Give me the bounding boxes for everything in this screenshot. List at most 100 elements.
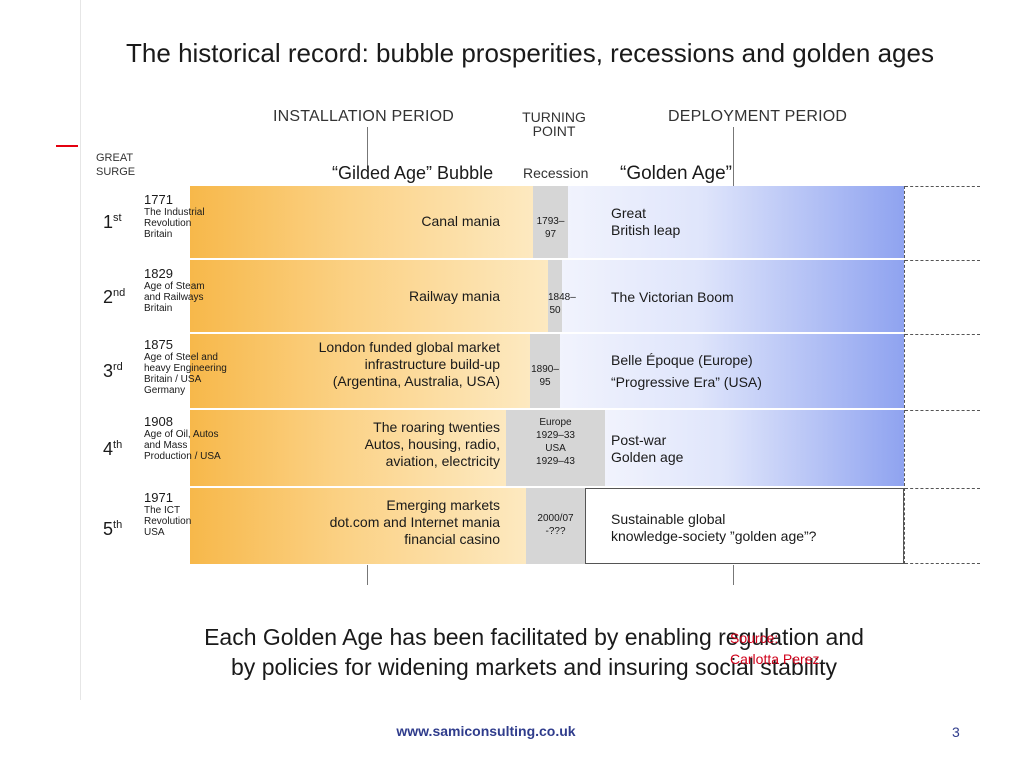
- installation-band: [190, 260, 548, 332]
- surge-description-line: Age of Steel and: [144, 352, 218, 363]
- installation-text: London funded global market infrastructur…: [319, 339, 500, 390]
- dashed-extension-line: [905, 334, 980, 335]
- installation-text-line: Emerging markets: [386, 497, 500, 513]
- surge-description-line: Revolution: [144, 218, 192, 229]
- surge-row: 2nd 1829 Age of Steam and Railways Britain Ra…: [0, 260, 1024, 332]
- great-surge-line1: GREAT: [96, 152, 134, 164]
- installation-text-line: infrastructure build-up: [364, 356, 500, 372]
- surge-description-line: and Mass: [144, 440, 188, 451]
- surge-ordinal-number: 5: [103, 519, 114, 539]
- installation-band: [190, 334, 530, 408]
- page-number: 3: [952, 724, 960, 740]
- dashed-extension-line: [905, 186, 980, 187]
- surge-description: The ICT Revolution USA: [144, 505, 191, 538]
- deployment-band: [562, 260, 904, 332]
- surge-ordinal: 3rd: [103, 361, 123, 382]
- installation-text: Emerging markets dot.com and Internet man…: [330, 497, 500, 548]
- deployment-divider-line-bottom: [733, 565, 734, 585]
- surge-description: Age of Oil, Autos and Mass Production / US…: [144, 429, 221, 462]
- surge-year: 1908: [144, 414, 173, 429]
- surge-year: 1771: [144, 192, 173, 207]
- installation-band: [190, 488, 526, 564]
- deployment-band: [605, 410, 904, 486]
- deployment-text: Post-war Golden age: [611, 432, 683, 466]
- deployment-text-line: Great: [611, 205, 647, 221]
- surge-ordinal-number: 2: [103, 287, 114, 307]
- closing-line2: by policies for widening markets and ins…: [231, 654, 837, 680]
- turning-point-line: USA: [545, 443, 566, 454]
- surge-description-line: Production / USA: [144, 451, 221, 462]
- left-rule: [80, 0, 81, 700]
- surge-ordinal: 4th: [103, 439, 122, 460]
- dashed-boundary-line: [904, 488, 905, 564]
- installation-divider-line-bottom: [367, 565, 368, 585]
- deployment-text-line: Golden age: [611, 449, 684, 465]
- installation-text-line: financial casino: [404, 531, 500, 547]
- deployment-text-line: “Progressive Era” (USA): [611, 374, 762, 390]
- deployment-text: Great British leap: [611, 205, 680, 239]
- installation-text-line: dot.com and Internet mania: [329, 514, 500, 530]
- surge-ordinal-suffix: st: [113, 212, 122, 224]
- turning-point-text: 1793–97: [533, 215, 568, 241]
- installation-divider-line: [367, 127, 368, 169]
- surge-description-line: heavy Engineering: [144, 363, 227, 374]
- installation-text: The roaring twenties Autos, housing, radi…: [365, 419, 500, 470]
- footer-url: www.samiconsulting.co.uk: [396, 723, 576, 739]
- turning-point-line: 1929–33: [536, 430, 575, 441]
- surge-row: 1st 1771 The Industrial Revolution Britain Ca…: [0, 186, 1024, 258]
- deployment-text: Belle Époque (Europe) “Progressive Era” (…: [611, 352, 762, 391]
- turning-point-line: 1890–95: [531, 364, 559, 388]
- installation-period-header: INSTALLATION PERIOD: [273, 108, 455, 125]
- deployment-band: [585, 488, 904, 564]
- surge-ordinal: 5th: [103, 519, 122, 540]
- deployment-text-line: British leap: [611, 222, 681, 238]
- deployment-text-line: Sustainable global: [611, 511, 726, 527]
- surge-ordinal-suffix: rd: [113, 361, 123, 373]
- installation-text-line: The roaring twenties: [373, 419, 500, 435]
- deployment-band: [560, 334, 904, 408]
- source-note: Source: Carlotta Perez: [730, 628, 819, 670]
- dashed-boundary-line: [904, 186, 905, 258]
- installation-text: Railway mania: [409, 288, 500, 305]
- source-line1: Source:: [730, 630, 779, 646]
- installation-text-line: aviation, electricity: [385, 453, 500, 469]
- turning-point-band: [506, 410, 605, 486]
- surge-description-line: Britain: [144, 303, 173, 314]
- surge-year: 1875: [144, 337, 173, 352]
- dashed-extension-line: [905, 260, 980, 261]
- surge-ordinal-number: 1: [103, 212, 114, 232]
- surge-ordinal: 2nd: [103, 287, 125, 308]
- deployment-divider-line: [733, 127, 734, 190]
- turning-point-band: [530, 334, 560, 408]
- source-line2: Carlotta Perez: [730, 651, 820, 667]
- surge-description-line: USA: [144, 527, 165, 538]
- deployment-period-header: DEPLOYMENT PERIOD: [668, 108, 848, 125]
- surge-description-line: Britain / USA: [144, 374, 202, 385]
- turning-point-band: [548, 260, 562, 332]
- great-surge-label: GREAT SURGE: [96, 151, 135, 179]
- deployment-text: The Victorian Boom: [611, 289, 734, 306]
- surge-description-line: The Industrial: [144, 207, 205, 218]
- turning-point-line: 2000/07: [537, 513, 574, 524]
- closing-line1: Each Golden Age has been facilitated by …: [204, 624, 864, 650]
- surge-ordinal-number: 3: [103, 361, 114, 381]
- turning-point-text: 1890–95: [530, 363, 560, 389]
- installation-band: [190, 186, 533, 258]
- surge-description: Age of Steam and Railways Britain: [144, 281, 205, 314]
- turning-point-line: -???: [545, 526, 566, 537]
- recession-label: Recession: [523, 165, 589, 181]
- surge-description-line: and Railways: [144, 292, 204, 303]
- great-surge-line2: SURGE: [96, 166, 136, 178]
- surge-description: The Industrial Revolution Britain: [144, 207, 205, 240]
- installation-text: Canal mania: [421, 213, 500, 230]
- surge-row: 4th 1908 Age of Oil, Autos and Mass Producti…: [0, 410, 1024, 486]
- turning-point-text: Europe 1929–33 USA 1929–43: [506, 416, 605, 468]
- surge-description-line: Revolution: [144, 516, 192, 527]
- turning-point-text: 2000/07 -???: [526, 512, 585, 538]
- turning-header-line2: POINT: [532, 123, 576, 139]
- surge-description-line: Germany: [144, 385, 186, 396]
- deployment-text-line: Belle Époque (Europe): [611, 352, 753, 368]
- surge-description-line: The ICT: [144, 505, 181, 516]
- deployment-text-line: The Victorian Boom: [611, 289, 734, 305]
- installation-text-line: Canal mania: [421, 213, 500, 229]
